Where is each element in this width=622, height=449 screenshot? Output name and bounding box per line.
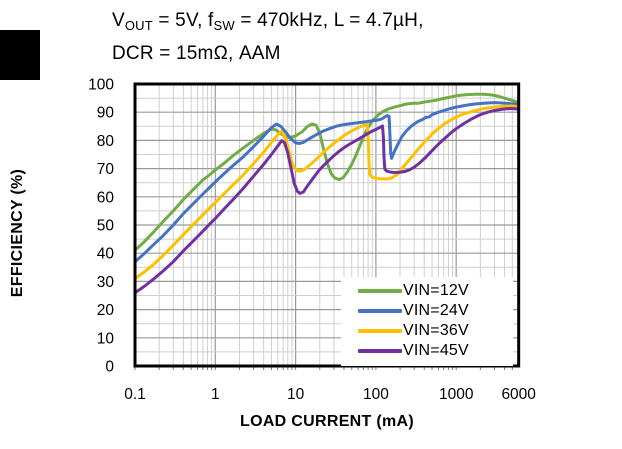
legend-label: VIN=12V xyxy=(403,282,469,299)
x-tick-label: 10 xyxy=(287,386,305,403)
y-tick-label: 10 xyxy=(97,330,115,347)
page-edge-marker xyxy=(0,30,40,80)
legend-item-vin-12v: VIN=12V xyxy=(341,281,513,301)
title-subscript: OUT xyxy=(124,18,153,33)
title-text: = 470kHz, L = 4.7µH, xyxy=(234,10,424,31)
plot-border xyxy=(133,82,521,368)
legend-item-vin-45v: VIN=45V xyxy=(341,341,513,361)
legend-swatch xyxy=(358,349,402,353)
legend-label: VIN=36V xyxy=(403,322,469,339)
legend-swatch xyxy=(358,309,402,313)
y-tick-label: 0 xyxy=(105,359,114,376)
x-tick-label: 1 xyxy=(211,386,220,403)
y-axis-title: EFFICIENCY (%) xyxy=(9,168,26,298)
legend-label: VIN=24V xyxy=(403,302,469,319)
legend-item-vin-24v: VIN=24V xyxy=(341,301,513,321)
series-vin-24v xyxy=(133,101,521,264)
y-tick-label: 20 xyxy=(97,302,115,319)
chart-title: VOUT = 5V, fSW = 470kHz, L = 4.7µH, DCR … xyxy=(112,7,424,68)
legend-swatch xyxy=(358,329,402,333)
series-vin-36v xyxy=(133,104,521,281)
y-tick-label: 30 xyxy=(97,274,115,291)
y-tick-label: 90 xyxy=(97,105,115,122)
y-tick-label: 40 xyxy=(97,246,115,263)
y-tick-label: 80 xyxy=(97,133,115,150)
series-vin-45v xyxy=(133,107,521,295)
title-subscript: SW xyxy=(213,18,235,33)
y-tick-label: 50 xyxy=(97,218,115,235)
y-tick-label: 60 xyxy=(97,189,115,206)
y-tick-label: 70 xyxy=(97,161,115,178)
legend: VIN=12V VIN=24V VIN=36V VIN=45V xyxy=(341,277,513,366)
x-axis-title: LOAD CURRENT (mA) xyxy=(240,413,414,430)
y-tick-label: 100 xyxy=(88,77,114,94)
legend-label: VIN=45V xyxy=(403,342,469,359)
title-text: = 5V, f xyxy=(152,10,214,31)
chart-title-line1: VOUT = 5V, fSW = 470kHz, L = 4.7µH, xyxy=(112,7,424,40)
chart-title-line2: DCR = 15mΩ, AAM xyxy=(112,43,281,64)
title-text: V xyxy=(112,10,125,31)
legend-item-vin-36v: VIN=36V xyxy=(341,321,513,341)
x-tick-label: 0.1 xyxy=(124,386,146,403)
x-tick-label: 6000 xyxy=(501,386,536,403)
x-tick-label: 1000 xyxy=(439,386,474,403)
x-tick-label: 100 xyxy=(363,386,389,403)
legend-swatch xyxy=(358,289,402,293)
series-vin-12v xyxy=(133,92,521,252)
